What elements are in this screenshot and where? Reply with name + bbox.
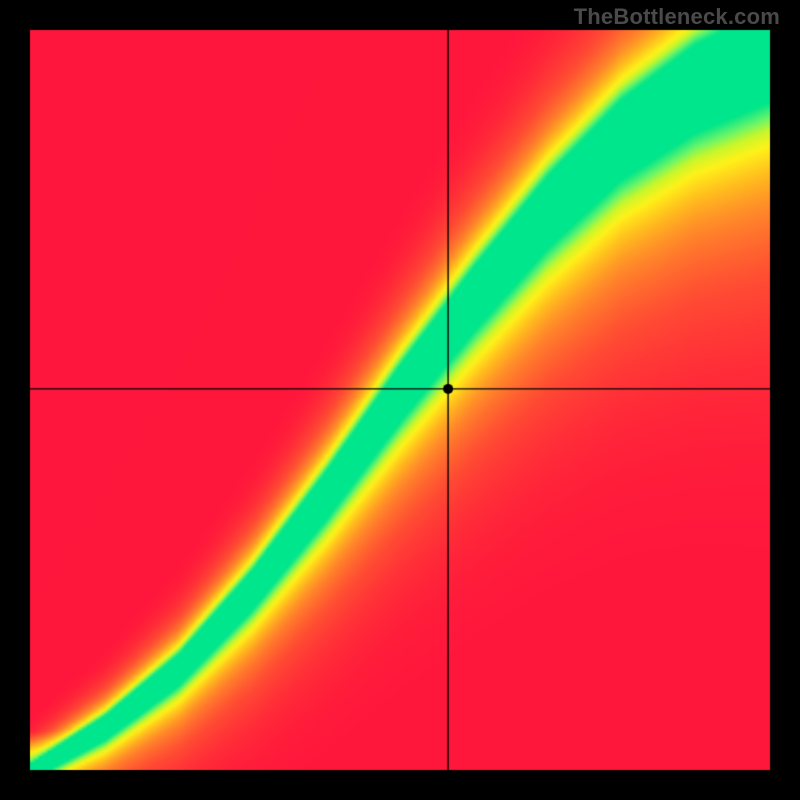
watermark-text: TheBottleneck.com xyxy=(574,4,780,30)
heatmap-canvas xyxy=(0,0,800,800)
chart-container: TheBottleneck.com xyxy=(0,0,800,800)
